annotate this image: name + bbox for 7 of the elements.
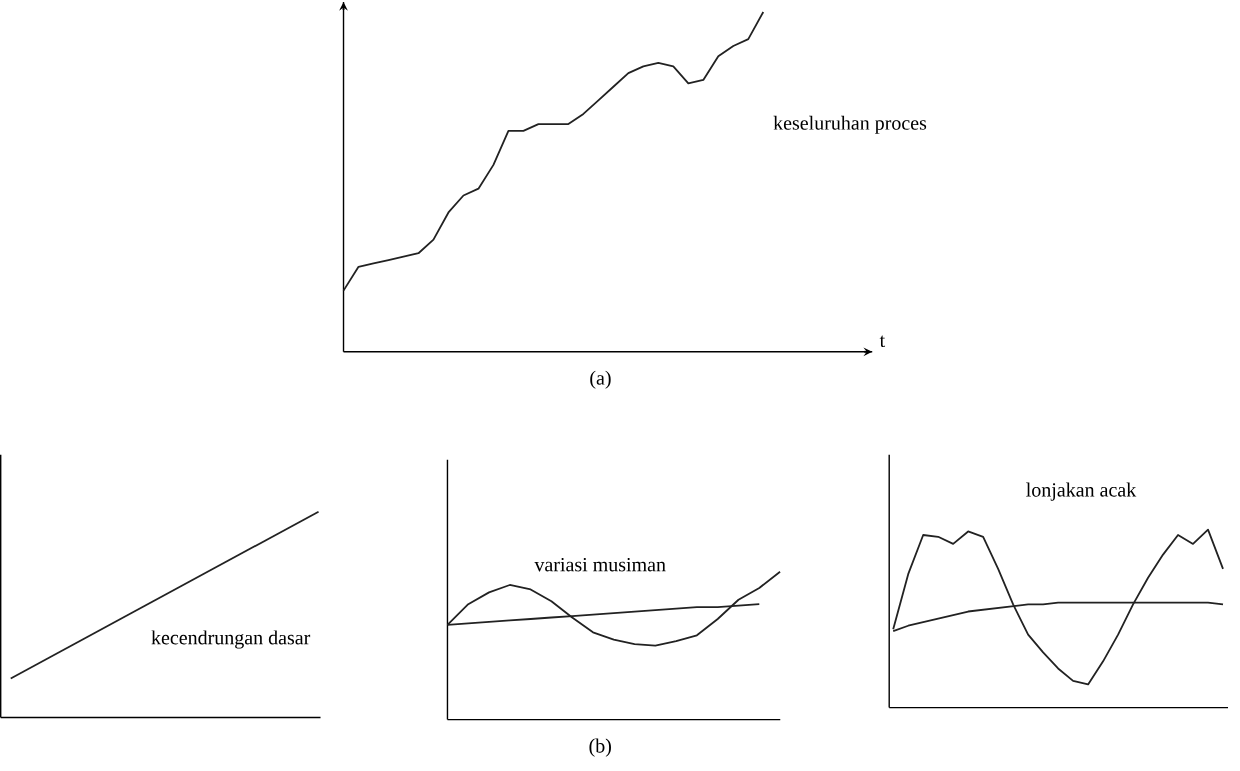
text: (b) [589,738,611,757]
series-label: kecendrungan dasar [151,630,311,649]
text: keseluruhan proces [773,115,927,135]
x-axis-title: t [879,335,886,348]
text: lonjakan acak [1026,482,1137,501]
series-label: variasi musiman [534,558,666,572]
text: (a) [590,370,611,390]
